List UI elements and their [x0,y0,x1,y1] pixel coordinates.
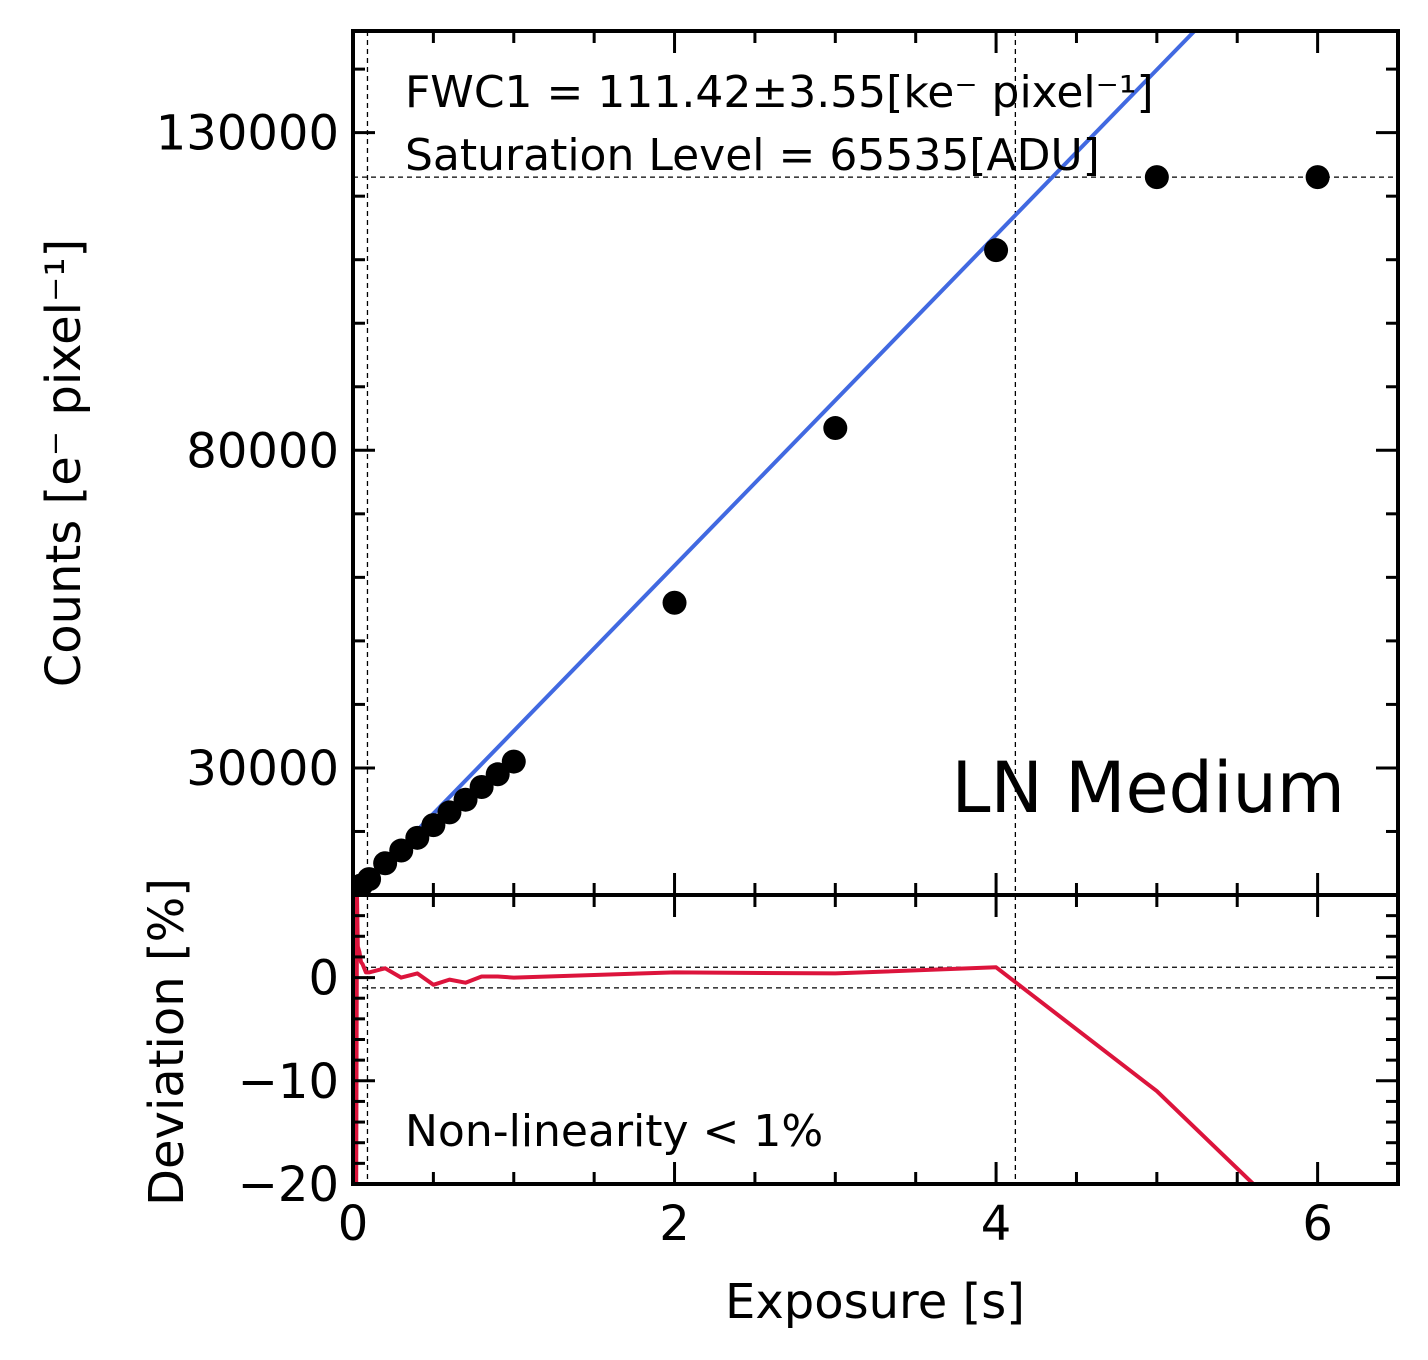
data-point-8 [453,787,478,812]
data-point-7 [437,800,462,825]
top-ytick-label-0: 30000 [186,741,339,797]
xtick-label-0: 0 [338,1196,369,1252]
data-point-11 [501,749,526,774]
xtick-label-2: 4 [981,1196,1012,1252]
mode-annotation: LN Medium [951,747,1345,829]
top-ytick-label-2: 130000 [156,106,339,162]
data-point-12 [662,590,687,615]
data-point-15 [1144,165,1169,190]
xtick-label-3: 6 [1302,1196,1333,1252]
data-point-2 [357,867,382,892]
y-axis-label-counts: Counts [e⁻ pixel⁻¹] [36,239,92,688]
linear-fit-line [353,31,1198,895]
nonlinearity-annotation: Non-linearity < 1% [405,1106,823,1157]
bottom-ytick-label-1: −10 [238,1054,339,1110]
y-axis-label-deviation: Deviation [%] [139,878,195,1206]
saturation-annotation: Saturation Level = 65535[ADU] [405,130,1100,181]
data-point-9 [469,775,494,799]
xtick-label-1: 2 [659,1196,690,1252]
data-point-6 [421,813,446,838]
data-point-5 [405,825,430,850]
x-axis-label: Exposure [s] [725,1274,1025,1330]
data-point-13 [823,416,848,441]
plot-layer: 30000 80000 130000 −20 −10 0 0 2 4 6 [156,29,1400,1252]
data-point-4 [389,838,414,863]
bottom-ytick-label-2: 0 [308,951,339,1007]
data-point-16 [1305,165,1330,190]
data-point-14 [984,238,1009,263]
bottom-ytick-label-0: −20 [238,1157,339,1213]
fwc-annotation: FWC1 = 111.42±3.55[ke⁻ pixel⁻¹] [405,67,1154,118]
data-point-3 [373,851,398,876]
top-ytick-label-1: 80000 [186,423,339,479]
data-point-10 [485,762,510,787]
